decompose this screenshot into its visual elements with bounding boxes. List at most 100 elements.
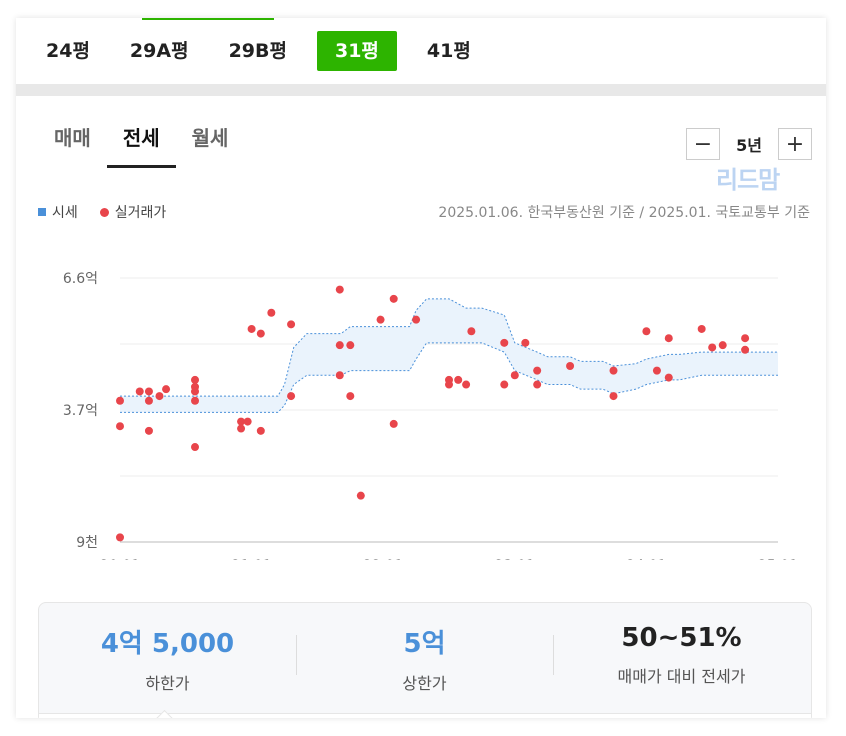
transaction-point [346, 341, 355, 350]
lower-bound-value: 4억 5,000 [100, 629, 235, 659]
y-axis-labels: 6.6억 3.7억 9천 [63, 271, 98, 551]
transaction-point [664, 334, 673, 343]
transaction-point [335, 371, 344, 380]
transaction-point [664, 373, 673, 382]
x-tick-label: 20.01 [100, 558, 140, 560]
transaction-point [191, 387, 200, 396]
transaction-point [718, 341, 727, 350]
legend-actual-label: 실거래가 [114, 205, 167, 221]
tab-41pyeong[interactable]: 41평 [426, 40, 471, 62]
transaction-point [287, 392, 296, 401]
transaction-point [356, 491, 365, 500]
tab-24pyeong[interactable]: 24평 [46, 40, 90, 62]
top-accent-bar [142, 18, 274, 20]
upper-bound-label: 상한가 [402, 674, 447, 693]
jeonse-ratio-label: 매매가 대비 전세가 [617, 667, 746, 686]
watermark-logo: 리드맘 [716, 166, 780, 194]
transaction-point [287, 320, 296, 329]
transaction-point [467, 327, 476, 336]
trade-type-tabs: 매매 전세 월세 [38, 118, 244, 168]
transaction-point [237, 424, 246, 433]
transaction-point [697, 324, 706, 333]
transaction-point [741, 334, 750, 343]
transaction-point [454, 375, 463, 384]
transaction-point [609, 366, 618, 375]
transaction-point [144, 426, 153, 435]
y-tick-label: 6.6억 [63, 271, 98, 287]
tab-sale[interactable]: 매매 [54, 126, 91, 150]
transaction-point [116, 422, 124, 431]
transaction-point [256, 426, 265, 435]
transaction-point [243, 417, 252, 426]
transaction-point [256, 329, 265, 338]
stat-divider [296, 635, 297, 675]
x-tick-label: 23.01 [495, 558, 535, 560]
period-increase-button[interactable]: + [778, 128, 812, 160]
transaction-point [335, 285, 344, 294]
x-tick-label: 24.01 [626, 558, 666, 560]
transaction-point [247, 324, 256, 333]
transaction-point [609, 392, 618, 401]
transaction-point [652, 366, 661, 375]
tab-31pyeong[interactable]: 31평 [316, 31, 397, 71]
actual-price-legend-icon [99, 207, 109, 217]
x-tick-label: 25.01 [758, 558, 798, 560]
x-axis-labels: 20.01 21.01 22.01 23.01 24.01 25.01 [100, 558, 798, 560]
transaction-point [708, 343, 717, 352]
transaction-point [566, 362, 575, 370]
market-price-band [120, 298, 778, 413]
lower-bound-label: 하한가 [145, 674, 190, 693]
y-tick-label: 9천 [76, 535, 98, 551]
period-decrease-button[interactable]: − [686, 128, 720, 160]
market-price-legend-icon [38, 208, 46, 216]
period-value: 5년 [736, 136, 762, 155]
transaction-point [533, 380, 542, 389]
transaction-point [346, 392, 355, 401]
transaction-points [116, 285, 750, 542]
lower-bound-stat: 4억 5,000 하한가 [39, 623, 296, 694]
transaction-point [267, 308, 276, 317]
price-summary: 4억 5,000 하한가 5억 상한가 50~51% 매매가 대비 전세가 [38, 602, 812, 718]
transaction-point [144, 387, 153, 396]
transaction-point [445, 380, 453, 389]
transaction-point [462, 380, 471, 389]
transaction-point [191, 396, 200, 405]
transaction-point [500, 380, 509, 389]
upper-bound-value: 5억 [403, 629, 446, 659]
transaction-point [741, 345, 750, 354]
jeonse-ratio-value: 50~51% [621, 623, 742, 653]
transaction-point [510, 371, 519, 380]
transaction-point [116, 533, 124, 542]
transaction-point [389, 419, 398, 428]
legend-market-label: 시세 [52, 205, 78, 221]
market-price-band-fill [120, 298, 778, 413]
transaction-point [237, 417, 246, 426]
pyeong-tabs: 24평 29A평 29B평 31평 41평 [16, 30, 481, 72]
transaction-point [335, 341, 344, 350]
summary-bottom-strip [39, 713, 811, 718]
upper-bound-stat: 5억 상한가 [296, 623, 553, 694]
market-price-upper-line [120, 298, 778, 397]
transaction-point [191, 443, 200, 452]
transaction-point [162, 385, 171, 394]
transaction-point [116, 396, 124, 405]
transaction-point [144, 396, 153, 405]
transaction-point [376, 315, 385, 324]
tab-jeonse[interactable]: 전세 [106, 118, 176, 168]
transaction-point [135, 387, 144, 396]
transaction-point [389, 294, 398, 303]
transaction-point [642, 327, 651, 336]
transaction-point [191, 375, 200, 384]
jeonse-price-chart: 6.6억 3.7억 9천 20.01 21.01 22.01 23.01 24.01 25.0… [63, 271, 798, 560]
tab-monthly-rent[interactable]: 월세 [191, 126, 229, 150]
tab-29a-pyeong[interactable]: 29A평 [129, 40, 189, 62]
transaction-point [521, 338, 530, 347]
tab-29b-pyeong[interactable]: 29B평 [228, 40, 287, 62]
chart-legend: 시세 실거래가 [38, 202, 166, 222]
data-source-note: 2025.01.06. 한국부동산원 기준 / 2025.01. 국토교통부 기… [438, 205, 810, 221]
y-tick-label: 3.7억 [63, 403, 98, 419]
x-tick-label: 21.01 [232, 558, 272, 560]
stat-divider [553, 635, 554, 675]
transaction-point [412, 315, 421, 324]
jeonse-ratio-stat: 50~51% 매매가 대비 전세가 [553, 623, 810, 687]
